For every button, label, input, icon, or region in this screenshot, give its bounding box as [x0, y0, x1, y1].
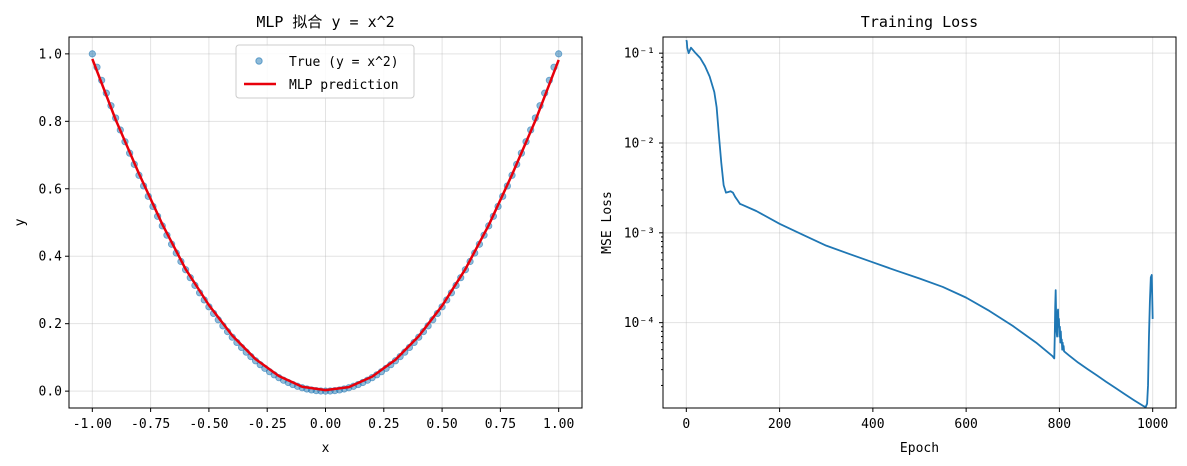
loss-chart-ylabel: MSE Loss	[600, 191, 615, 254]
fit-chart: -1.00 -0.75 -0.50 -0.25 0.00 0.25 0.50 0.75 1.00…	[13, 13, 583, 456]
fit-chart-xtick-label: 0.50	[426, 417, 457, 432]
loss-chart-title: Training Loss	[861, 13, 978, 31]
loss-chart: 0 200 400 600 800 1000 10⁻¹ 10⁻² 10⁻³ 10⁻⁴ Traini…	[600, 13, 1177, 456]
loss-chart-grid	[663, 37, 1176, 408]
fit-chart-grid	[69, 37, 582, 408]
loss-chart-xtick-label: 0	[682, 417, 690, 432]
legend-box	[235, 44, 415, 99]
fit-chart-xtick-label: 0.75	[485, 417, 516, 432]
loss-chart-xtick-label: 600	[954, 417, 977, 432]
legend-label-true: True (y = x^2)	[289, 55, 399, 70]
fit-chart-ytick-label: 0.8	[39, 115, 62, 130]
training-loss-line	[685, 39, 1154, 408]
loss-chart-ytick-label: 10⁻⁴	[624, 316, 655, 331]
true-point	[88, 50, 96, 58]
loss-chart-frame	[662, 36, 1177, 409]
fit-chart-xtick-label: -0.75	[131, 417, 170, 432]
fit-chart-xlabel: x	[322, 441, 330, 456]
loss-chart-xtick-label: 400	[861, 417, 884, 432]
fit-chart-ytick-label: 1.0	[39, 47, 62, 62]
true-point	[555, 50, 563, 58]
loss-chart-xtick-label: 1000	[1137, 417, 1168, 432]
loss-chart-ytick-label: 10⁻²	[624, 137, 655, 152]
fit-chart-xtick-label: -0.25	[248, 417, 287, 432]
loss-chart-ytick-label: 10⁻³	[624, 226, 655, 241]
loss-chart-marks	[685, 39, 1154, 408]
fit-chart-xtick-label: 0.00	[310, 417, 341, 432]
loss-chart-xtick-label: 800	[1048, 417, 1071, 432]
mlp-prediction-line	[91, 58, 560, 392]
fit-chart-xtick-label: 0.25	[368, 417, 399, 432]
fit-chart-ytick-label: 0.4	[39, 250, 63, 265]
legend-label-prediction: MLP prediction	[289, 78, 399, 93]
fit-chart-ytick-label: 0.0	[39, 385, 62, 400]
fit-chart-title: MLP 拟合 y = x^2	[256, 13, 394, 31]
loss-chart-ytick-label: 10⁻¹	[624, 47, 655, 62]
legend-scatter-marker	[255, 57, 263, 65]
fit-chart-ytick-label: 0.2	[39, 317, 62, 332]
fit-chart-xtick-label: 1.00	[543, 417, 574, 432]
fit-chart-ticks: -1.00 -0.75 -0.50 -0.25 0.00 0.25 0.50 0.75 1.00…	[39, 47, 575, 432]
fit-chart-xtick-label: -0.50	[189, 417, 228, 432]
loss-chart-xtick-label: 200	[768, 417, 791, 432]
fit-chart-ytick-label: 0.6	[39, 182, 62, 197]
fit-chart-legend: True (y = x^2) MLP prediction	[235, 44, 415, 99]
fit-chart-ylabel: y	[13, 218, 28, 226]
fit-chart-xtick-label: -1.00	[73, 417, 112, 432]
loss-chart-ticks: 0 200 400 600 800 1000 10⁻¹ 10⁻² 10⁻³ 10⁻⁴	[624, 47, 1169, 432]
loss-chart-xlabel: Epoch	[900, 441, 939, 456]
fit-chart-marks	[88, 50, 563, 395]
